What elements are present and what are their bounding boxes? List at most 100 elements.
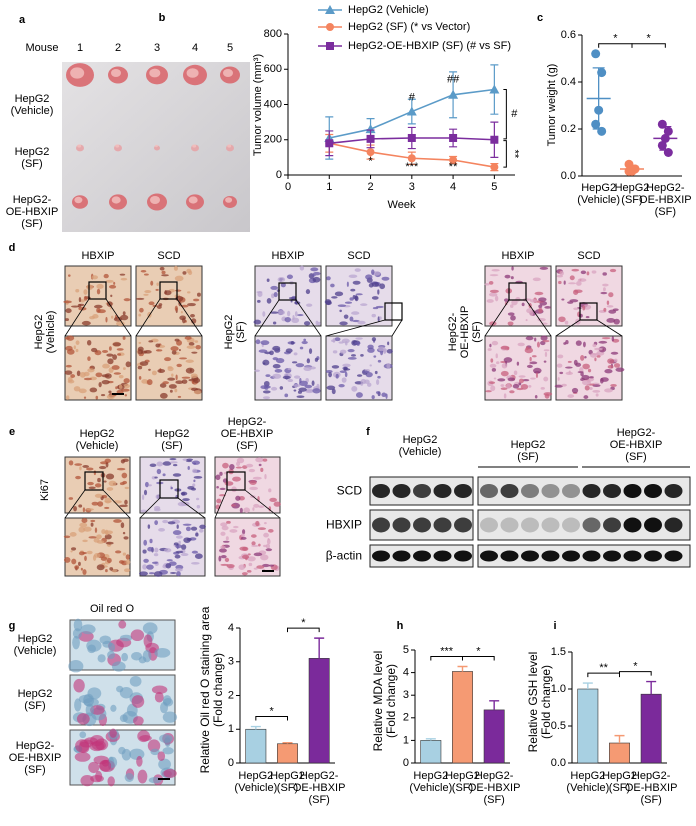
blot-label: HBXIP [325,517,362,532]
cell [174,275,184,282]
error-bar [425,738,436,741]
cell [594,347,603,351]
error-bar [489,700,500,710]
blot-band [413,484,431,498]
cell [573,289,579,295]
zoom-line [214,489,228,519]
cell [346,281,349,287]
annotation-bracket [503,89,507,140]
cell [101,349,109,353]
cell [143,273,149,276]
cell [108,346,112,351]
cell [504,298,509,302]
cell [153,571,163,577]
cell [174,388,178,393]
blot-band [521,550,539,562]
cell [99,759,112,772]
cell [155,349,163,352]
cell [75,475,81,480]
cell [301,340,308,345]
cell [269,497,277,502]
cell [105,461,109,468]
blot-band [603,550,621,562]
cell [491,340,499,346]
zoom-box [579,302,598,321]
cell [83,371,90,377]
cell [185,367,195,374]
dot [591,49,601,59]
cell [526,308,533,314]
cell [331,388,336,395]
cell [143,489,148,496]
blot-band [433,517,452,533]
cell [70,374,76,378]
cell [167,521,176,525]
blot-band [644,484,662,498]
cell [123,378,130,384]
cell [80,775,94,787]
cell [557,377,560,381]
cell [256,565,265,569]
y-tick-label: 0 [403,757,409,769]
cell [78,504,83,508]
cell [602,272,607,276]
cell [573,307,579,311]
cell [66,335,75,341]
tumor-highlight [154,144,158,148]
cell [277,276,286,283]
cell [326,276,331,281]
cell [257,299,261,303]
cell [565,339,569,345]
cell [253,552,263,557]
cell [131,695,145,708]
cell [386,363,391,369]
cell [68,497,74,500]
cell [120,277,128,281]
cell [282,375,291,380]
cell [83,289,88,295]
cell [112,354,118,360]
blot-band [372,517,390,533]
annotation: # [511,108,518,120]
cell [271,386,278,391]
cell [311,380,315,386]
cell [170,346,179,352]
cell [245,463,254,468]
cell [381,392,387,397]
cell [564,320,569,325]
cell [78,561,81,567]
cell [105,568,108,573]
cell [216,498,222,504]
cell [76,370,81,377]
cell [242,554,250,560]
cell [79,466,82,471]
cell [122,480,128,485]
cell [238,564,246,570]
cell [219,487,226,491]
cell [488,280,494,285]
cell [270,293,275,299]
cell [343,314,349,319]
cell [101,380,110,385]
cell [577,278,587,282]
cell [177,395,182,398]
blot-band [562,484,580,498]
cell [381,276,390,281]
significance: * [613,33,618,45]
cell [606,300,610,305]
cell [198,528,204,533]
scale-bar [112,393,124,395]
cell [569,275,575,281]
cell [195,497,200,501]
cell [104,530,113,535]
cell [606,318,616,323]
cell [328,372,332,378]
cell [74,463,83,466]
blot-band [623,484,642,498]
cell [195,344,201,350]
cell [86,284,93,291]
y-tick-label: 0 [276,169,282,181]
cell [511,299,518,306]
cell [507,321,514,326]
cell [186,345,196,349]
